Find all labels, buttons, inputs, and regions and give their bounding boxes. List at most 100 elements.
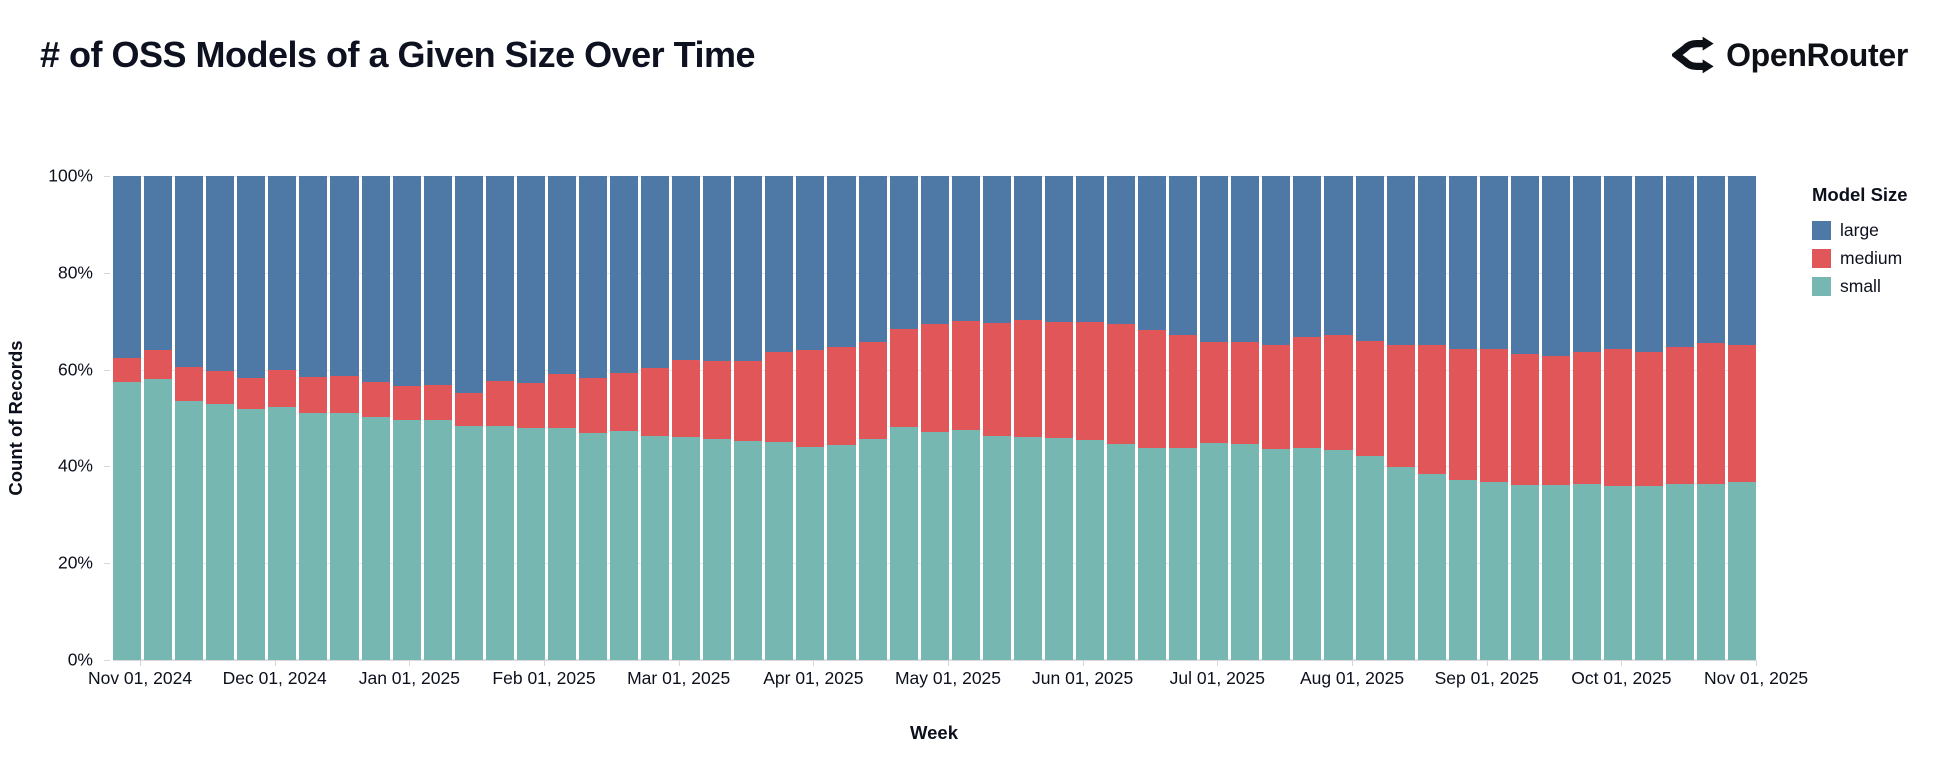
bar-segment-large[interactable] — [1324, 176, 1353, 335]
bar-week-2025-05-23[interactable] — [1013, 176, 1042, 660]
bar-segment-small[interactable] — [454, 426, 483, 660]
bar-week-2025-06-27[interactable] — [1169, 176, 1198, 660]
bar-segment-small[interactable] — [516, 427, 545, 660]
bar-segment-large[interactable] — [703, 176, 732, 362]
bar-week-2025-05-02[interactable] — [920, 176, 949, 660]
bar-week-2025-03-21[interactable] — [734, 176, 763, 660]
bar-segment-medium[interactable] — [1107, 324, 1136, 445]
bar-segment-small[interactable] — [1604, 486, 1633, 660]
bar-segment-medium[interactable] — [113, 357, 142, 382]
bar-segment-small[interactable] — [361, 416, 390, 660]
bar-segment-large[interactable] — [1479, 176, 1508, 349]
bar-week-2025-05-09[interactable] — [951, 176, 980, 660]
bar-segment-medium[interactable] — [1262, 345, 1291, 449]
bar-segment-medium[interactable] — [1728, 344, 1757, 482]
bar-segment-medium[interactable] — [672, 360, 701, 438]
bar-segment-large[interactable] — [330, 176, 359, 377]
bar-segment-medium[interactable] — [641, 368, 670, 436]
bar-segment-medium[interactable] — [1386, 345, 1415, 467]
bar-week-2025-04-04[interactable] — [796, 176, 825, 660]
bar-segment-medium[interactable] — [889, 328, 918, 428]
bar-segment-medium[interactable] — [516, 382, 545, 428]
bar-week-2025-09-12[interactable] — [1510, 176, 1539, 660]
bar-segment-small[interactable] — [113, 381, 142, 660]
bar-segment-medium[interactable] — [1044, 321, 1073, 439]
bar-segment-medium[interactable] — [1293, 337, 1322, 448]
bar-segment-large[interactable] — [516, 176, 545, 383]
bar-week-2024-12-27[interactable] — [361, 176, 390, 660]
bar-segment-medium[interactable] — [1448, 348, 1477, 480]
bar-segment-small[interactable] — [175, 400, 204, 660]
bar-segment-small[interactable] — [1169, 448, 1198, 660]
bar-segment-medium[interactable] — [578, 377, 607, 433]
bar-week-2025-08-29[interactable] — [1448, 176, 1477, 660]
bar-segment-large[interactable] — [1386, 176, 1415, 346]
bar-segment-large[interactable] — [1510, 176, 1539, 355]
bar-week-2025-01-24[interactable] — [485, 176, 514, 660]
bar-segment-medium[interactable] — [485, 381, 514, 427]
bar-segment-large[interactable] — [237, 176, 266, 379]
bar-segment-medium[interactable] — [206, 370, 235, 405]
bar-segment-small[interactable] — [1107, 444, 1136, 660]
bar-segment-small[interactable] — [1386, 466, 1415, 660]
bar-segment-medium[interactable] — [982, 323, 1011, 436]
bar-segment-large[interactable] — [1697, 176, 1726, 343]
bar-segment-medium[interactable] — [1169, 335, 1198, 448]
bar-segment-large[interactable] — [1013, 176, 1042, 320]
bar-segment-medium[interactable] — [175, 367, 204, 401]
bar-segment-medium[interactable] — [237, 378, 266, 409]
bar-segment-small[interactable] — [423, 420, 452, 660]
bar-segment-medium[interactable] — [361, 382, 390, 417]
bar-segment-small[interactable] — [144, 379, 173, 660]
bar-segment-small[interactable] — [1138, 448, 1167, 660]
bar-week-2024-11-08[interactable] — [144, 176, 173, 660]
bar-segment-large[interactable] — [1572, 176, 1601, 353]
bar-segment-small[interactable] — [1448, 479, 1477, 660]
bar-segment-medium[interactable] — [1572, 352, 1601, 485]
bar-week-2025-08-08[interactable] — [1355, 176, 1384, 660]
bar-segment-small[interactable] — [1044, 438, 1073, 660]
bar-week-2025-07-18[interactable] — [1262, 176, 1291, 660]
bar-segment-small[interactable] — [734, 440, 763, 660]
bar-segment-large[interactable] — [765, 176, 794, 352]
bar-week-2025-02-28[interactable] — [641, 176, 670, 660]
bar-week-2025-01-03[interactable] — [392, 176, 421, 660]
bar-segment-small[interactable] — [889, 427, 918, 660]
bar-segment-small[interactable] — [641, 435, 670, 660]
bar-segment-large[interactable] — [454, 176, 483, 393]
bar-week-2025-04-18[interactable] — [858, 176, 887, 660]
bar-segment-medium[interactable] — [1138, 330, 1167, 449]
bar-segment-large[interactable] — [175, 176, 204, 368]
bar-week-2025-01-31[interactable] — [516, 176, 545, 660]
bar-segment-large[interactable] — [734, 176, 763, 362]
bar-segment-small[interactable] — [1541, 485, 1570, 660]
bar-segment-small[interactable] — [1293, 447, 1322, 660]
bar-segment-small[interactable] — [485, 426, 514, 660]
bar-segment-large[interactable] — [361, 176, 390, 383]
bar-segment-medium[interactable] — [734, 361, 763, 441]
bar-week-2025-02-14[interactable] — [578, 176, 607, 660]
bar-week-2025-06-20[interactable] — [1138, 176, 1167, 660]
bar-segment-small[interactable] — [1479, 481, 1508, 660]
bar-segment-medium[interactable] — [299, 377, 328, 413]
bar-segment-medium[interactable] — [1231, 342, 1260, 445]
bar-week-2025-03-14[interactable] — [703, 176, 732, 660]
bar-segment-large[interactable] — [547, 176, 576, 375]
bar-segment-small[interactable] — [858, 438, 887, 660]
bar-week-2025-10-10[interactable] — [1635, 176, 1664, 660]
bar-segment-small[interactable] — [1355, 455, 1384, 660]
bar-week-2025-08-01[interactable] — [1324, 176, 1353, 660]
bar-segment-large[interactable] — [1107, 176, 1136, 325]
bar-segment-small[interactable] — [765, 441, 794, 660]
bar-segment-medium[interactable] — [1510, 354, 1539, 486]
bar-segment-small[interactable] — [1013, 436, 1042, 660]
bar-segment-medium[interactable] — [796, 349, 825, 447]
bar-segment-large[interactable] — [1541, 176, 1570, 357]
bar-segment-medium[interactable] — [1417, 345, 1446, 475]
bar-segment-small[interactable] — [1231, 444, 1260, 660]
bar-week-2024-12-06[interactable] — [268, 176, 297, 660]
bar-segment-small[interactable] — [1324, 449, 1353, 660]
bar-week-2024-11-29[interactable] — [237, 176, 266, 660]
bar-segment-large[interactable] — [920, 176, 949, 325]
bar-segment-large[interactable] — [423, 176, 452, 385]
